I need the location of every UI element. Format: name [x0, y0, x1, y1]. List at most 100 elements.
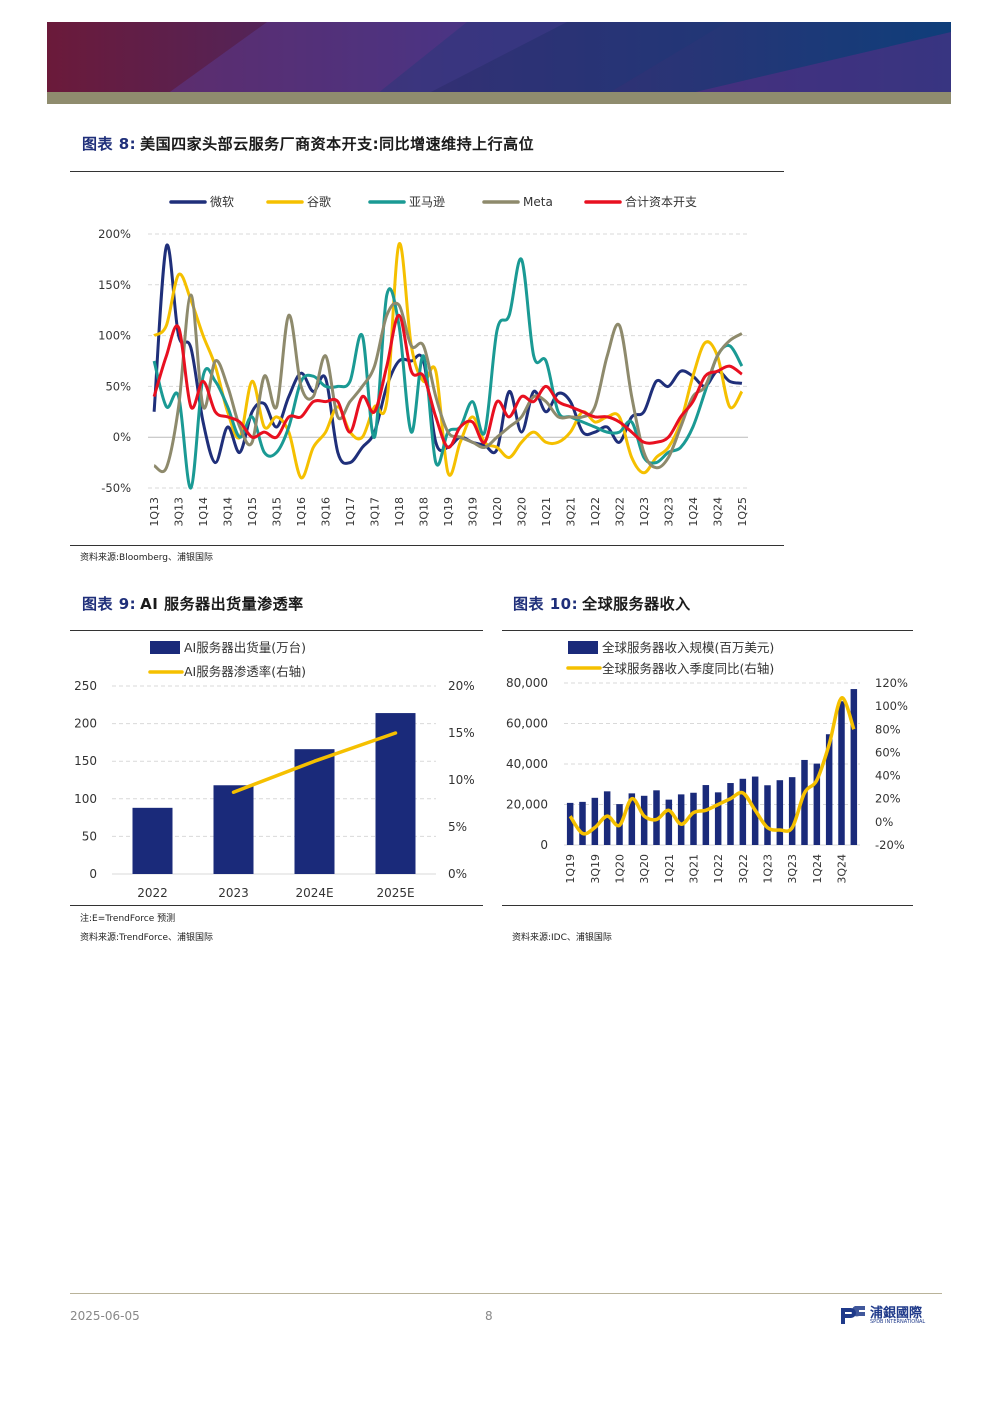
- legend-label-0: 微软: [210, 195, 234, 209]
- capex-growth-chart: 微软 谷歌 亚马逊 Meta 合计资本开支 200% 150% 100% 50% 0% -50% 1Q…: [98, 194, 749, 527]
- y-tick-label: -50%: [101, 481, 131, 495]
- bar: [628, 793, 636, 845]
- x-tick-label: 1Q21: [663, 854, 676, 884]
- bar: [375, 713, 416, 874]
- x-tick-label: 1Q23: [638, 497, 651, 527]
- fig10-label: 图表 10:: [513, 595, 579, 613]
- y-tick-label: 0%: [113, 430, 131, 444]
- y-tick-label: 0: [540, 838, 548, 852]
- x-tick-label: 1Q15: [246, 497, 259, 527]
- x-tick-label: 1Q22: [589, 497, 602, 527]
- legend-label-1: 谷歌: [307, 194, 331, 209]
- bar: [739, 778, 747, 845]
- y-tick-label: 40,000: [506, 757, 548, 771]
- bar: [714, 792, 722, 845]
- y-tick-label: 200%: [98, 227, 131, 241]
- bar: [294, 749, 335, 874]
- penetration-line: [231, 731, 398, 794]
- fig8-label: 图表 8:: [82, 135, 137, 153]
- x-tick-label: 3Q20: [515, 497, 528, 527]
- x-tick-label: 1Q24: [811, 854, 824, 884]
- y-tick-label: 100: [74, 792, 97, 806]
- x-tick-label: 3Q16: [320, 497, 333, 527]
- x-tick-label: 3Q22: [737, 854, 750, 884]
- y2-tick-label: 40%: [875, 769, 901, 783]
- fig8-source: 资料来源:Bloomberg、浦银国际: [80, 553, 213, 563]
- fig9-note: 注:E=TrendForce 预测: [80, 914, 176, 924]
- x-tick-label: 1Q13: [148, 497, 161, 527]
- y2-tick-label: 5%: [448, 820, 467, 834]
- bar: [677, 794, 685, 845]
- y2-tick-label: 100%: [875, 699, 908, 713]
- legend-label-0: 全球服务器收入规模(百万美元): [602, 640, 774, 655]
- legend-label-0: AI服务器出货量(万台): [184, 640, 306, 655]
- fig9-label: 图表 9:: [82, 595, 137, 613]
- legend-label-3: Meta: [523, 195, 553, 209]
- ai-server-chart: AI服务器出货量(万台) AI服务器渗透率(右轴) 250 200 150 100 50 0 2…: [74, 640, 475, 900]
- y2-tick-label: 10%: [448, 773, 475, 787]
- x-tick-label: 3Q23: [662, 497, 675, 527]
- x-tick-label: 3Q14: [222, 497, 235, 527]
- y-tick-label: 100%: [98, 329, 131, 343]
- spdb-logo-icon: [841, 1306, 865, 1324]
- series-line-4: [152, 313, 743, 449]
- bar: [591, 797, 599, 845]
- fig10-top-rule: [502, 630, 913, 631]
- x-tick-label: 3Q21: [564, 497, 577, 527]
- y2-tick-label: 120%: [875, 676, 908, 690]
- y-tick-label: 200: [74, 717, 97, 731]
- x-tick-label: 2022: [137, 886, 168, 900]
- y2-tick-label: 80%: [875, 722, 901, 736]
- x-tick-label: 3Q13: [173, 497, 186, 527]
- legend-label-4: 合计资本开支: [625, 194, 697, 209]
- x-tick-label: 3Q17: [369, 497, 382, 527]
- y2-tick-label: 0%: [875, 815, 893, 829]
- bar: [579, 801, 586, 845]
- legend-swatch-0: [568, 641, 598, 654]
- bar: [850, 689, 858, 845]
- x-tick-label: 1Q22: [712, 854, 725, 884]
- fig9-top-rule: [70, 630, 483, 631]
- series-line-0: [152, 243, 743, 465]
- y-tick-label: 50: [82, 829, 97, 843]
- x-tick-label: 3Q19: [589, 854, 602, 884]
- fig9-source: 资料来源:TrendForce、浦银国际: [80, 933, 214, 943]
- y2-tick-label: 20%: [448, 679, 475, 693]
- y-tick-label: 150: [74, 754, 97, 768]
- x-tick-label: 3Q22: [613, 497, 626, 527]
- x-tick-label: 1Q21: [540, 497, 553, 527]
- x-tick-label: 1Q25: [736, 497, 749, 527]
- x-tick-label: 3Q23: [786, 854, 799, 884]
- server-revenue-chart: 全球服务器收入规模(百万美元) 全球服务器收入季度同比(右轴) 80,000 60,0…: [506, 640, 908, 884]
- bar: [801, 759, 808, 845]
- x-tick-label: 3Q24: [836, 854, 849, 884]
- y-tick-label: 150%: [98, 278, 131, 292]
- bar: [566, 802, 574, 845]
- series-line-2: [152, 257, 744, 490]
- bar: [132, 807, 173, 874]
- x-tick-label: 2024E: [295, 886, 333, 900]
- x-tick-label: 2025E: [376, 886, 414, 900]
- fig9-title: 图表 9: AI 服务器出货量渗透率: [82, 593, 304, 614]
- y-tick-label: 0: [89, 867, 97, 881]
- bar: [825, 734, 833, 845]
- y2-tick-label: -20%: [875, 838, 905, 852]
- x-tick-label: 1Q19: [564, 854, 577, 884]
- fig8-title: 图表 8: 美国四家头部云服务厂商资本开支:同比增速维持上行高位: [82, 133, 534, 154]
- page-number: 8: [485, 1309, 493, 1323]
- x-tick-label: 3Q19: [466, 497, 479, 527]
- yoy-line: [568, 696, 856, 836]
- x-tick-label: 3Q18: [418, 497, 431, 527]
- footer-rule: [70, 1293, 942, 1294]
- x-tick-label: 3Q21: [688, 854, 701, 884]
- x-tick-label: 1Q16: [295, 497, 308, 527]
- y2-tick-label: 20%: [875, 792, 901, 806]
- bar: [776, 780, 784, 845]
- legend-swatch-0: [150, 641, 180, 654]
- header-strip: [47, 92, 951, 104]
- x-tick-label: 1Q17: [344, 497, 357, 527]
- x-tick-label: 3Q15: [271, 497, 284, 527]
- logo-subtext: SPDB INTERNATIONAL: [870, 1319, 926, 1325]
- x-tick-label: 1Q20: [614, 854, 627, 884]
- header-banner: [47, 22, 951, 94]
